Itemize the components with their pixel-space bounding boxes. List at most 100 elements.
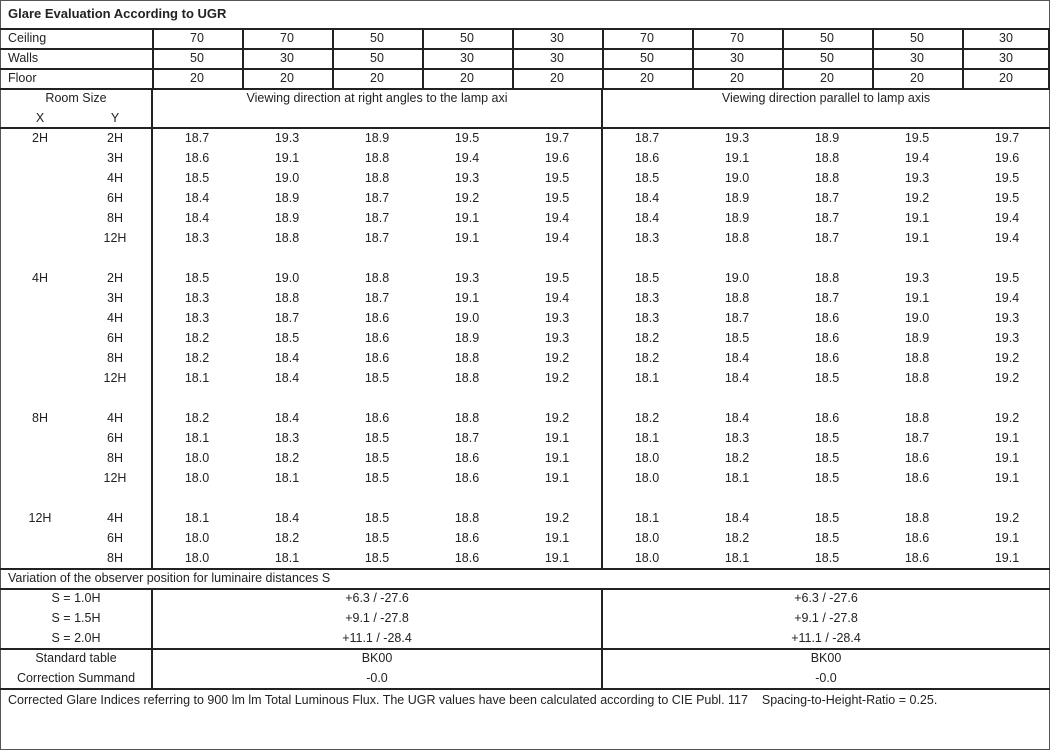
ugr-value: 19.3 bbox=[454, 271, 480, 285]
ugr-value: 18.5 bbox=[184, 171, 210, 185]
divider bbox=[782, 48, 784, 68]
divider bbox=[242, 28, 244, 48]
ugr-value: 18.8 bbox=[724, 291, 750, 305]
divider bbox=[151, 88, 153, 568]
divider bbox=[602, 48, 604, 68]
standard-left: BK00 bbox=[361, 651, 393, 665]
divider bbox=[242, 48, 244, 68]
ugr-value: 19.7 bbox=[544, 131, 570, 145]
reflectance-value: 70 bbox=[190, 31, 204, 45]
variation-left: +6.3 / -27.6 bbox=[345, 591, 409, 605]
divider bbox=[601, 88, 603, 568]
parallel-header: Viewing direction parallel to lamp axis bbox=[721, 91, 931, 105]
reflectance-value: 20 bbox=[820, 71, 834, 85]
ugr-value: 18.7 bbox=[814, 231, 840, 245]
reflectance-value: 30 bbox=[460, 51, 474, 65]
ugr-value: 18.9 bbox=[364, 131, 390, 145]
divider bbox=[962, 48, 964, 68]
ugr-value: 19.1 bbox=[994, 531, 1020, 545]
ugr-value: 18.1 bbox=[724, 471, 750, 485]
ugr-value: 18.8 bbox=[274, 231, 300, 245]
divider bbox=[332, 68, 334, 88]
room-x: 4H bbox=[32, 271, 48, 285]
reflectance-value: 50 bbox=[460, 31, 474, 45]
ugr-value: 18.7 bbox=[454, 431, 480, 445]
variation-left: +9.1 / -27.8 bbox=[345, 611, 409, 625]
ugr-value: 18.4 bbox=[634, 211, 660, 225]
reflectance-value: 20 bbox=[190, 71, 204, 85]
ugr-value: 18.0 bbox=[634, 451, 660, 465]
ugr-value: 18.1 bbox=[634, 431, 660, 445]
standard-left: -0.0 bbox=[366, 671, 388, 685]
divider bbox=[151, 588, 153, 688]
ugr-value: 18.8 bbox=[454, 351, 480, 365]
ugr-value: 18.8 bbox=[904, 371, 930, 385]
room-y: 12H bbox=[103, 471, 127, 485]
ugr-value: 19.5 bbox=[994, 171, 1020, 185]
ugr-value: 18.3 bbox=[184, 311, 210, 325]
standard-right: -0.0 bbox=[815, 671, 837, 685]
ugr-value: 19.1 bbox=[994, 471, 1020, 485]
ugr-value: 19.3 bbox=[454, 171, 480, 185]
ugr-value: 18.7 bbox=[814, 211, 840, 225]
reflectance-value: 30 bbox=[999, 51, 1013, 65]
ugr-value: 18.5 bbox=[814, 531, 840, 545]
room-y: 8H bbox=[107, 551, 123, 565]
divider bbox=[0, 68, 1050, 70]
standard-right: BK00 bbox=[810, 651, 842, 665]
reflectance-value: 20 bbox=[730, 71, 744, 85]
ugr-value: 18.7 bbox=[274, 311, 300, 325]
reflectance-value: 50 bbox=[820, 31, 834, 45]
reflectance-label: Walls bbox=[8, 51, 39, 65]
ugr-value: 18.6 bbox=[904, 551, 930, 565]
ugr-value: 18.3 bbox=[184, 291, 210, 305]
ugr-value: 19.1 bbox=[544, 451, 570, 465]
ugr-value: 18.6 bbox=[364, 311, 390, 325]
ugr-value: 18.3 bbox=[274, 431, 300, 445]
ugr-value: 18.4 bbox=[274, 411, 300, 425]
ugr-value: 18.2 bbox=[274, 531, 300, 545]
reflectance-value: 50 bbox=[640, 51, 654, 65]
divider bbox=[0, 588, 1050, 590]
room-y: 4H bbox=[107, 411, 123, 425]
ugr-value: 18.4 bbox=[724, 411, 750, 425]
ugr-value: 18.9 bbox=[724, 211, 750, 225]
ugr-value: 18.0 bbox=[184, 451, 210, 465]
ugr-value: 19.3 bbox=[994, 331, 1020, 345]
ugr-value: 18.8 bbox=[454, 511, 480, 525]
ugr-value: 19.5 bbox=[994, 191, 1020, 205]
variation-right: +9.1 / -27.8 bbox=[794, 611, 858, 625]
ugr-value: 18.4 bbox=[184, 191, 210, 205]
ugr-value: 19.3 bbox=[904, 171, 930, 185]
ugr-value: 18.6 bbox=[454, 471, 480, 485]
divider bbox=[422, 68, 424, 88]
ugr-value: 19.1 bbox=[544, 471, 570, 485]
ugr-value: 19.4 bbox=[544, 211, 570, 225]
ugr-value: 18.6 bbox=[454, 451, 480, 465]
room-y: 8H bbox=[107, 451, 123, 465]
ugr-value: 18.6 bbox=[184, 151, 210, 165]
ugr-value: 19.3 bbox=[724, 131, 750, 145]
ugr-value: 18.1 bbox=[274, 471, 300, 485]
ugr-value: 18.8 bbox=[814, 171, 840, 185]
ugr-value: 18.8 bbox=[904, 511, 930, 525]
divider bbox=[422, 48, 424, 68]
variation-label: S = 2.0H bbox=[51, 631, 101, 645]
reflectance-value: 70 bbox=[640, 31, 654, 45]
divider bbox=[152, 28, 154, 48]
ugr-value: 18.4 bbox=[274, 351, 300, 365]
ugr-value: 18.7 bbox=[814, 291, 840, 305]
ugr-value: 19.1 bbox=[994, 551, 1020, 565]
table-title: Glare Evaluation According to UGR bbox=[8, 6, 227, 21]
room-y: 6H bbox=[107, 431, 123, 445]
ugr-value: 19.1 bbox=[544, 431, 570, 445]
ugr-value: 19.2 bbox=[544, 411, 570, 425]
ugr-value: 18.2 bbox=[724, 451, 750, 465]
ugr-value: 18.2 bbox=[184, 411, 210, 425]
reflectance-value: 30 bbox=[910, 51, 924, 65]
ugr-value: 18.5 bbox=[364, 511, 390, 525]
ugr-value: 18.7 bbox=[184, 131, 210, 145]
ugr-value: 19.2 bbox=[454, 191, 480, 205]
ugr-value: 18.6 bbox=[814, 331, 840, 345]
divider bbox=[872, 48, 874, 68]
